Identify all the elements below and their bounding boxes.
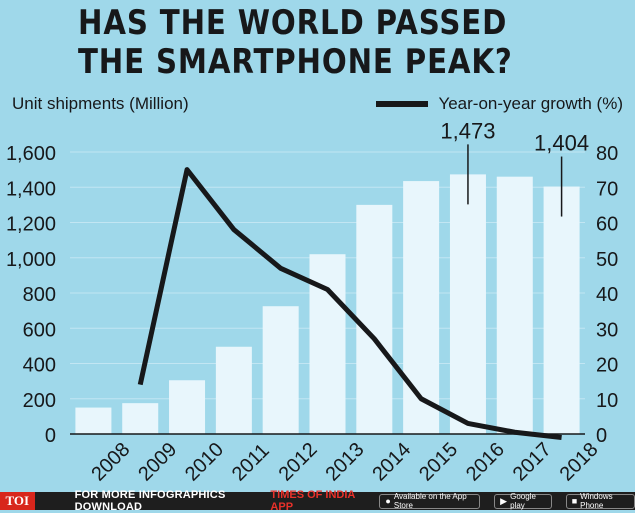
google-play-badge[interactable]: ▶ Google play [494, 492, 552, 510]
windows-phone-label: Windows Phone [580, 492, 613, 510]
y-tick-label-left: 800 [23, 284, 56, 306]
windows-icon: ■ [571, 496, 578, 506]
y-tick-label-left: 0 [45, 425, 56, 447]
play-store-icon: ▶ [500, 495, 508, 506]
bar-2011 [215, 346, 252, 434]
app-store-badge[interactable]: ● Available on the App Store [379, 492, 481, 510]
y-tick-label-left: 1,200 [6, 214, 56, 236]
bar-2017 [496, 176, 533, 435]
bar-2012 [262, 306, 299, 434]
bar-2014 [356, 204, 393, 434]
legend-label: Year-on-year growth (%) [438, 94, 623, 113]
legend-line-swatch [376, 101, 429, 107]
footer-text: FOR MORE INFOGRAPHICS DOWNLOAD [74, 489, 226, 513]
y-tick-label-right: 60 [596, 214, 618, 236]
app-store-label: Available on the App Store [393, 492, 467, 510]
bar-2010 [169, 380, 206, 434]
y-tick-label-right: 30 [596, 319, 618, 341]
x-tick-label-2009: 2009 [134, 439, 181, 486]
y-tick-label-right: 40 [596, 284, 618, 306]
x-tick-label-2011: 2011 [228, 440, 274, 486]
chart-title: HAS THE WORLD PASSED THE SMARTPHONE PEAK… [78, 3, 513, 82]
footer-brand-text: TIMES OF INDIA APP [270, 489, 355, 513]
bar-2008 [75, 407, 112, 434]
y-tick-label-right: 10 [596, 390, 618, 412]
x-tick-label-2013: 2013 [321, 439, 368, 486]
x-tick-label-2012: 2012 [275, 439, 322, 486]
y-tick-label-left: 400 [23, 355, 56, 377]
y-tick-label-right: 0 [596, 425, 607, 447]
x-tick-label-2016: 2016 [462, 439, 509, 486]
footer-bar: TOI FOR MORE INFOGRAPHICS DOWNLOAD TIMES… [0, 489, 635, 513]
bar-2009 [122, 403, 159, 434]
windows-phone-badge[interactable]: ■ Windows Phone [565, 492, 635, 510]
y-tick-label-left: 200 [23, 390, 56, 412]
x-tick-label-2017: 2017 [509, 439, 556, 486]
x-tick-label-2015: 2015 [415, 439, 462, 486]
growth-line [137, 167, 562, 441]
left-axis-label: Unit shipments (Million) [12, 94, 189, 113]
bar-2016 [449, 174, 486, 435]
google-play-label: Google play [510, 492, 536, 510]
y-tick-label-left: 600 [23, 319, 56, 341]
chart-canvas: 0 200 400 600 800 1,000 1,200 1,400 1,600 0 10 20 30… [6, 118, 618, 486]
toi-logo: TOI [0, 492, 35, 510]
legend: Year-on-year growth (%) [376, 94, 623, 114]
apple-icon: ● [385, 496, 391, 506]
y-tick-label-right: 80 [596, 143, 618, 165]
bar-2018 [543, 186, 580, 434]
y-tick-label-right: 20 [596, 355, 618, 377]
x-tick-label-2008: 2008 [87, 439, 134, 486]
bar-2015 [403, 181, 440, 434]
y-tick-label-right: 50 [596, 249, 618, 271]
y-tick-label-right: 70 [596, 178, 618, 200]
y-tick-label-left: 1,600 [6, 143, 56, 165]
data-label-2016: 1,473 [440, 118, 495, 143]
x-tick-label-2014: 2014 [368, 439, 415, 486]
y-tick-label-left: 1,000 [6, 249, 56, 271]
y-tick-label-left: 1,400 [6, 178, 56, 200]
x-tick-label-2010: 2010 [181, 439, 228, 486]
data-label-2018: 1,404 [534, 131, 589, 156]
